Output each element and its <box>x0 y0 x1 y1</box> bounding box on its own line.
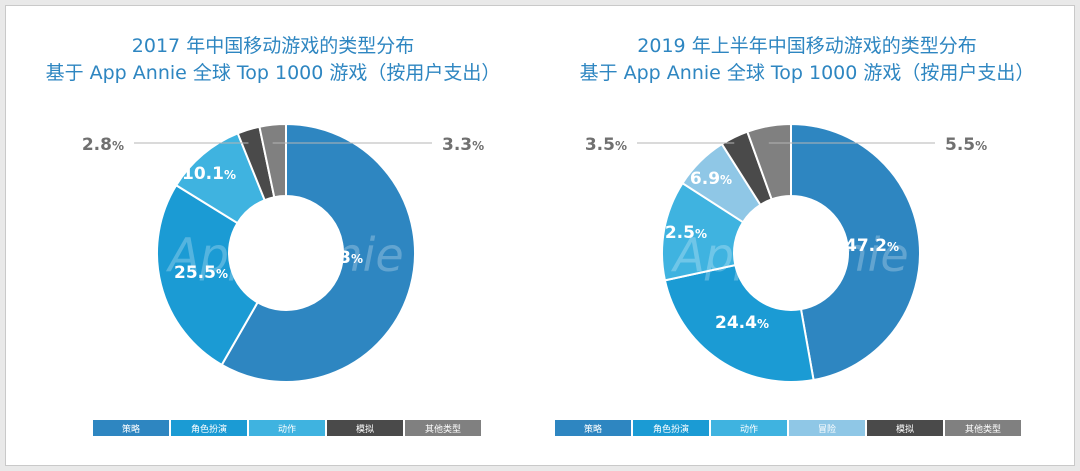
data-label: 58.3% <box>309 248 363 268</box>
data-label: 2.8% <box>82 135 124 155</box>
data-label: 6.9% <box>690 169 732 189</box>
data-label: 47.2% <box>845 236 899 256</box>
legend-item: 其他类型 <box>945 420 1021 436</box>
chart-subtitle: 基于 App Annie 全球 Top 1000 游戏（按用户支出） <box>45 62 501 84</box>
legend-item: 角色扮演 <box>633 420 709 436</box>
legend-item: 角色扮演 <box>171 420 247 436</box>
pie-slice <box>156 183 259 367</box>
data-label: 25.5% <box>174 263 228 283</box>
legend-item: 模拟 <box>867 420 943 436</box>
legend-item: 其他类型 <box>405 420 481 436</box>
chart-legend: 策略 角色扮演 动作 冒险 模拟 其他类型 <box>555 420 1021 436</box>
pie-slice <box>790 122 921 382</box>
legend-item: 动作 <box>711 420 787 436</box>
pie-slice <box>258 122 287 199</box>
watermark-text: App Annie <box>165 228 403 282</box>
watermark-text: App Annie <box>670 228 908 282</box>
legend-item: 冒险 <box>789 420 865 436</box>
chart-panel-2017: 2017 年中国移动游戏的类型分布 基于 App Annie 全球 Top 10… <box>6 6 540 465</box>
data-label: 10.1% <box>182 164 236 184</box>
data-label: 3.5% <box>585 135 627 155</box>
donut-hole <box>735 197 847 309</box>
legend-item: 策略 <box>555 420 631 436</box>
legend-item: 策略 <box>93 420 169 436</box>
chart-frame: 2017 年中国移动游戏的类型分布 基于 App Annie 全球 Top 10… <box>5 5 1075 466</box>
donut-hole <box>230 197 342 309</box>
chart-subtitle: 基于 App Annie 全球 Top 1000 游戏（按用户支出） <box>579 62 1035 84</box>
chart-title: 2019 年上半年中国移动游戏的类型分布 <box>637 35 977 57</box>
chart-title: 2017 年中国移动游戏的类型分布 <box>131 35 415 57</box>
pie-slice <box>220 122 416 383</box>
data-label: 12.5% <box>653 223 707 243</box>
legend-item: 模拟 <box>327 420 403 436</box>
chart-panel-2019: 2019 年上半年中国移动游戏的类型分布 基于 App Annie 全球 Top… <box>540 6 1074 465</box>
data-label: 5.5% <box>945 135 987 155</box>
data-label: 24.4% <box>715 313 769 333</box>
data-label: 3.3% <box>442 135 484 155</box>
legend-item: 动作 <box>249 420 325 436</box>
pie-slice <box>663 263 815 383</box>
chart-legend: 策略 角色扮演 动作 模拟 其他类型 <box>93 420 481 436</box>
